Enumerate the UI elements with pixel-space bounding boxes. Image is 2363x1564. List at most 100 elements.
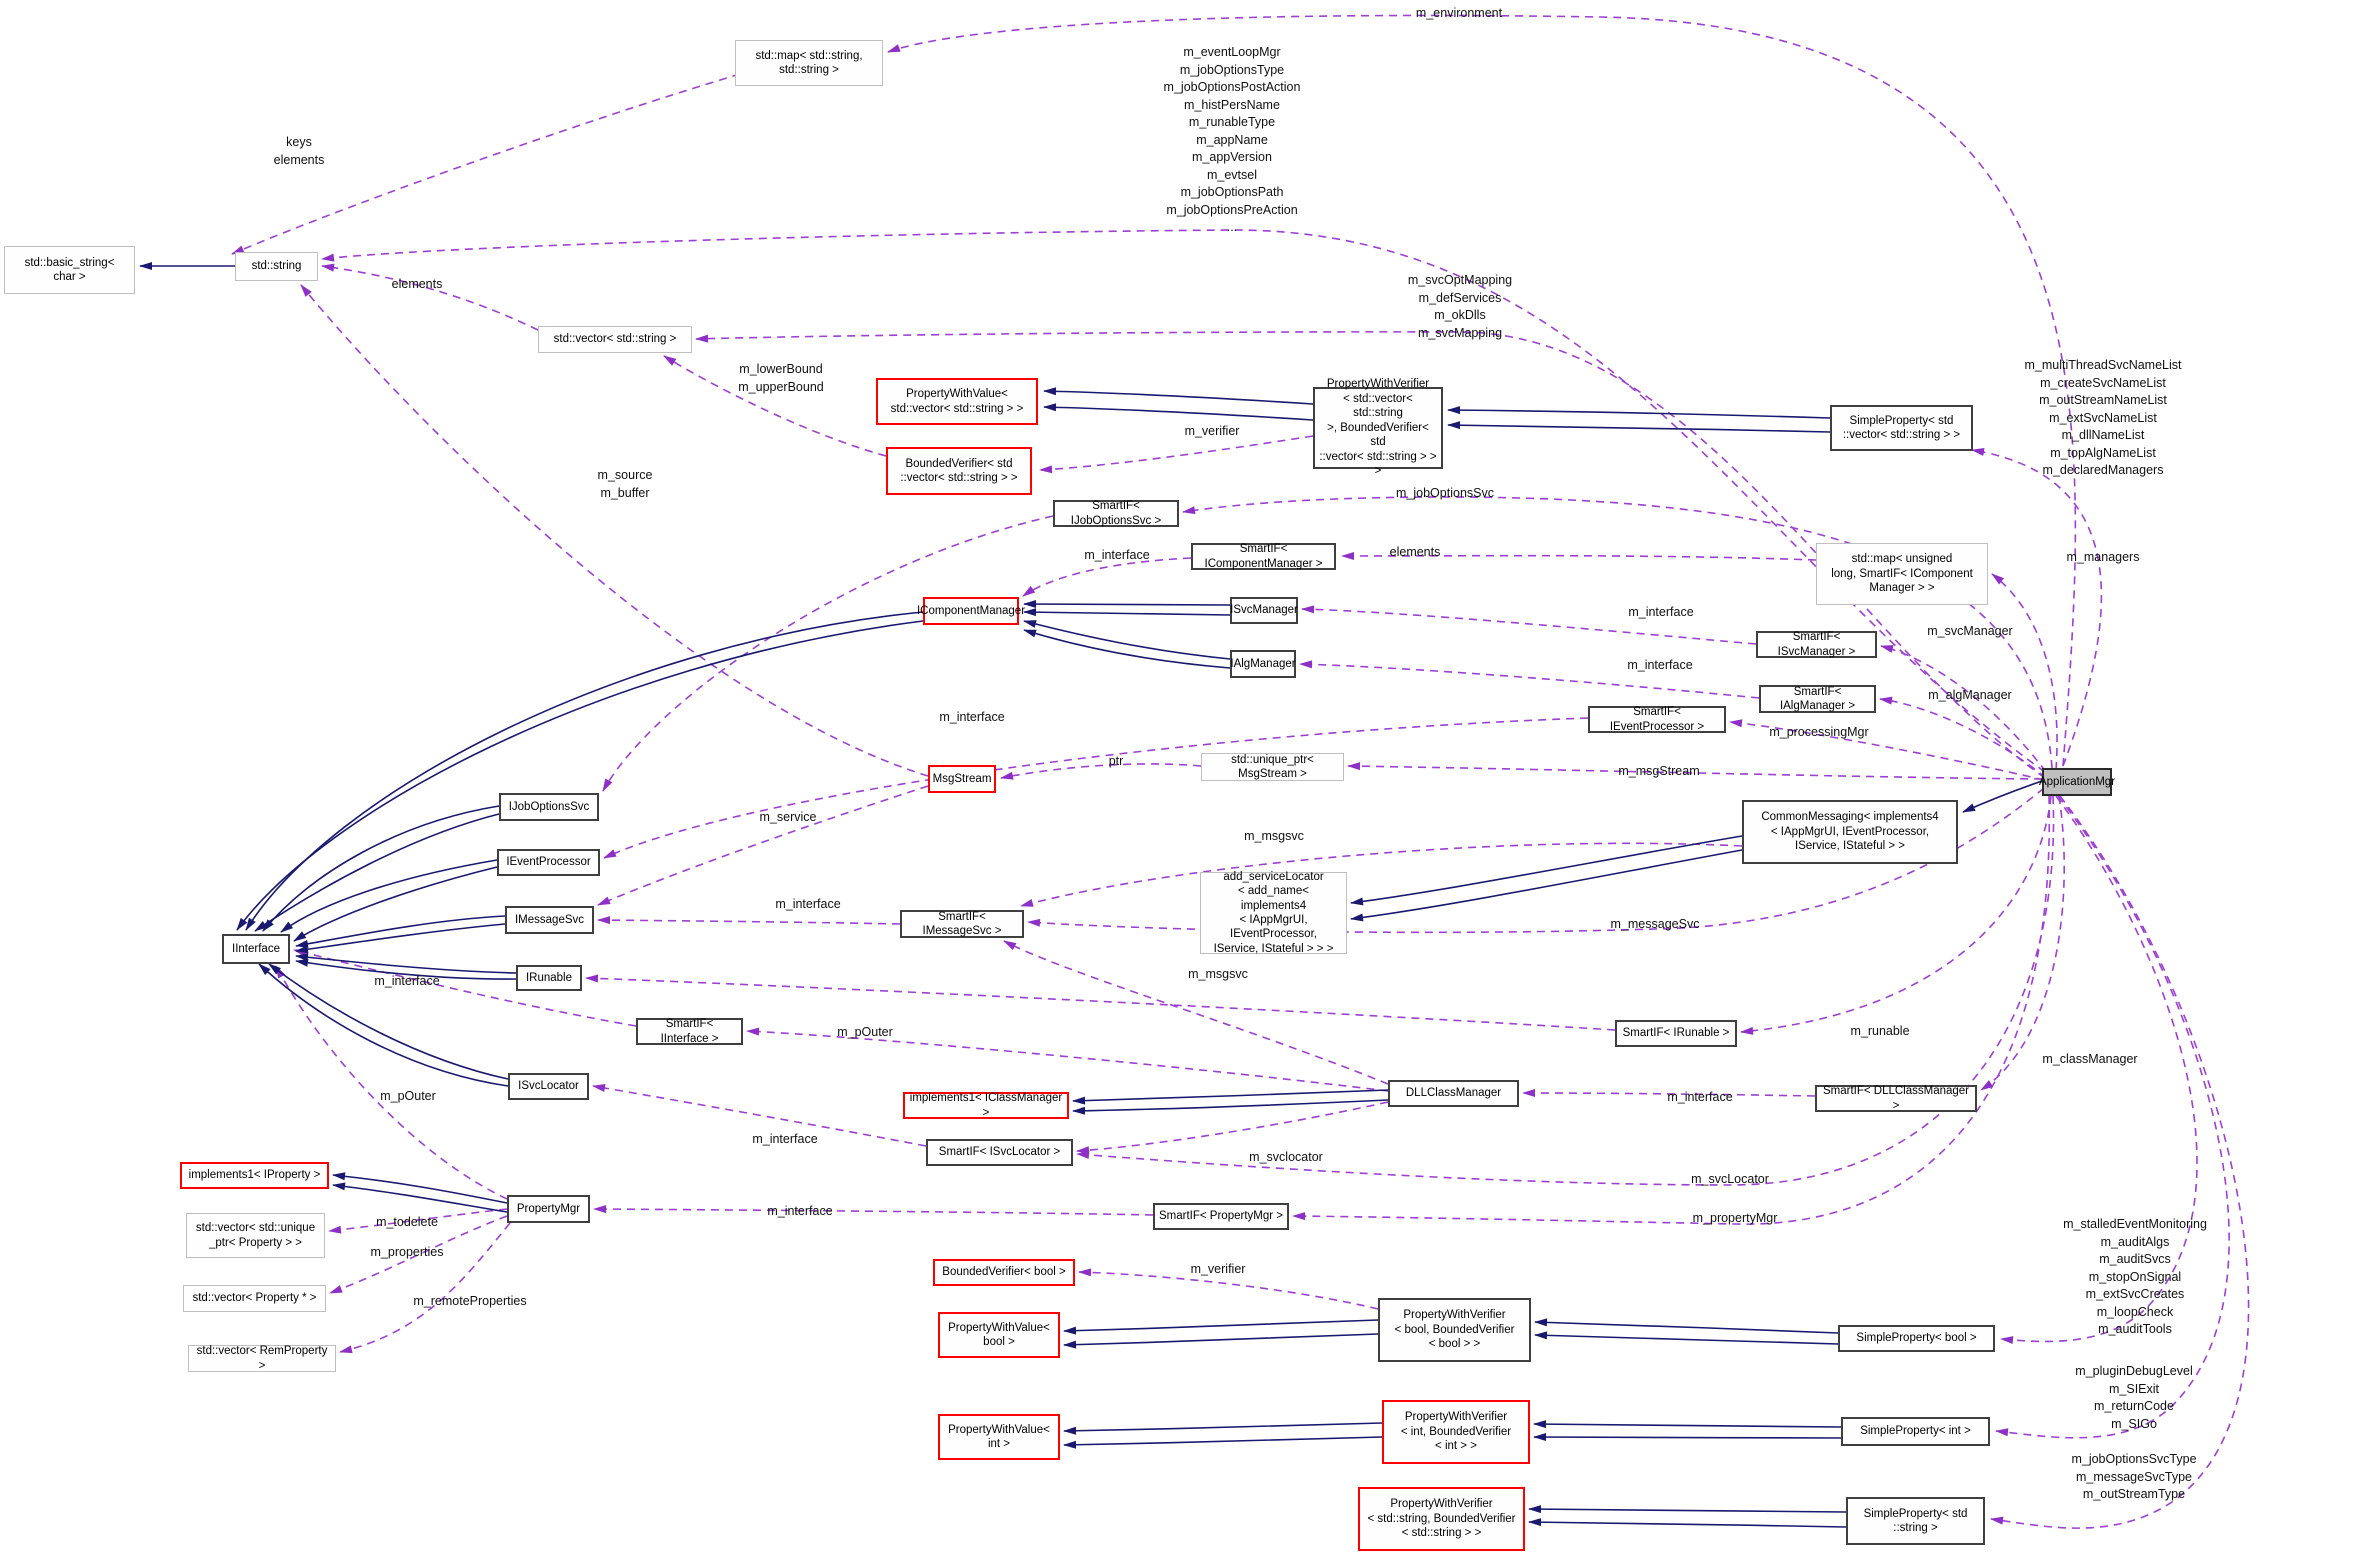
node-pwvf_bool[interactable]: PropertyWithVerifier < bool, BoundedVeri…	[1378, 1298, 1531, 1362]
node-imsg[interactable]: IMessageSvc	[505, 906, 594, 934]
node-si_svcm[interactable]: SmartIF< ISvcManager >	[1756, 631, 1877, 658]
edge-path-4	[321, 229, 2046, 773]
node-impl_icm[interactable]: implements1< IClassManager >	[903, 1092, 1069, 1119]
edge-label-verifier_vec: m_verifier	[1184, 424, 1240, 438]
edge-path-20	[1182, 496, 2053, 769]
node-isvcm[interactable]: ISvcManager	[1230, 597, 1298, 624]
edge-label-elements_vs: elements	[391, 277, 443, 291]
edge-path-83	[1063, 1436, 1383, 1449]
edge-label-string_members: m_jobOptionsSvcType m_messageSvcType m_o…	[2071, 1452, 2197, 1501]
edge-path-76	[1534, 1318, 1839, 1334]
node-bv_bool[interactable]: BoundedVerifier< bool >	[933, 1259, 1075, 1286]
node-si_if[interactable]: SmartIF< IInterface >	[636, 1018, 743, 1045]
edge-label-environment: m_environment	[1415, 6, 1503, 20]
node-impl_prop[interactable]: implements1< IProperty >	[180, 1162, 329, 1189]
node-addsvc[interactable]: add_serviceLocator < add_name< implement…	[1200, 871, 1347, 955]
node-dllcm[interactable]: DLLClassManager	[1388, 1080, 1519, 1107]
node-pwv_bool[interactable]: PropertyWithValue< bool >	[938, 1312, 1060, 1358]
node-appmgr[interactable]: ApplicationMgr	[2039, 768, 2115, 796]
node-pwv_int[interactable]: PropertyWithValue< int >	[938, 1414, 1060, 1460]
node-pwvf_vec[interactable]: PropertyWithVerifier < std::vector< std:…	[1313, 378, 1443, 477]
edge-label-interface_cm: m_interface	[1084, 548, 1150, 562]
node-uptr_ms[interactable]: std::unique_ptr< MsgStream >	[1201, 753, 1344, 781]
node-map_ul[interactable]: std::map< unsigned long, SmartIF< ICompo…	[1816, 543, 1988, 605]
node-si_jos[interactable]: SmartIF< IJobOptionsSvc >	[1053, 500, 1179, 527]
edge-path-14	[1880, 645, 2047, 773]
node-iif[interactable]: IInterface	[222, 934, 290, 964]
node-pwvf_str[interactable]: PropertyWithVerifier < std::string, Boun…	[1358, 1487, 1525, 1551]
edge-path-64	[295, 923, 506, 954]
edge-path-67	[268, 963, 509, 1080]
node-si_dllcm[interactable]: SmartIF< DLLClassManager >	[1815, 1085, 1977, 1112]
edge-path-26	[597, 785, 929, 906]
node-si_svcloc[interactable]: SmartIF< ISvcLocator >	[926, 1139, 1073, 1166]
edge-path-40	[593, 1205, 1154, 1216]
node-irun[interactable]: IRunable	[516, 965, 582, 991]
node-pwvf_int[interactable]: PropertyWithVerifier < int, BoundedVerif…	[1382, 1400, 1530, 1464]
edge-path-42	[329, 1215, 508, 1294]
edge-path-56	[1023, 629, 1231, 669]
node-msgstream[interactable]: MsgStream	[928, 765, 996, 793]
edge-path-35	[293, 949, 637, 1027]
edge-path-10	[1971, 447, 2103, 767]
node-ijos[interactable]: IJobOptionsSvc	[499, 793, 599, 821]
node-vec_pstar[interactable]: std::vector< Property * >	[183, 1285, 326, 1312]
edge-path-7	[663, 355, 887, 457]
node-isvcloc[interactable]: ISvcLocator	[508, 1073, 589, 1100]
node-vec_uptr[interactable]: std::vector< std::unique _ptr< Property …	[186, 1213, 325, 1258]
edge-label-msgsvc_cm: m_msgsvc	[1244, 829, 1304, 843]
edge-label-interface_ep: m_interface	[939, 710, 1005, 724]
edge-path-84	[1528, 1505, 1847, 1514]
edge-path-11	[1991, 573, 2058, 771]
edge-label-msgsvc_dll: m_msgsvc	[1188, 967, 1248, 981]
edge-label-message_svc: m_messageSvc	[1610, 917, 1700, 931]
edge-path-27	[597, 916, 901, 925]
node-pwv_vec[interactable]: PropertyWithValue< std::vector< std::str…	[876, 378, 1038, 425]
node-sp_bool[interactable]: SimpleProperty< bool >	[1838, 1325, 1995, 1352]
edge-path-63	[295, 915, 506, 948]
node-si_msg[interactable]: SmartIF< IMessageSvc >	[900, 910, 1024, 938]
node-iep[interactable]: IEventProcessor	[497, 849, 600, 876]
edge-label-interface_algm: m_interface	[1627, 658, 1693, 672]
edge-path-59	[262, 805, 500, 932]
edge-path-81	[1533, 1433, 1842, 1442]
edge-path-53	[1023, 600, 1231, 609]
node-sp_int[interactable]: SimpleProperty< int >	[1841, 1417, 1990, 1446]
edge-path-3	[887, 14, 2077, 767]
node-common[interactable]: CommonMessaging< implements4 < IAppMgrUI…	[1742, 800, 1958, 864]
edge-label-svc_manager: m_svcManager	[1927, 624, 2013, 638]
edge-path-39	[1292, 795, 2051, 1225]
edge-path-47	[1990, 795, 2250, 1529]
node-basic_string[interactable]: std::basic_string< char >	[4, 246, 135, 294]
node-vector_s[interactable]: std::vector< std::string >	[538, 326, 692, 353]
node-map_ss[interactable]: std::map< std::string, std::string >	[735, 40, 883, 86]
node-icm[interactable]: IComponentManager	[917, 597, 1025, 625]
edge-label-verifier_bool: m_verifier	[1190, 1262, 1246, 1276]
node-si_cm[interactable]: SmartIF< IComponentManager >	[1191, 543, 1336, 570]
edge-path-41	[328, 1208, 508, 1234]
edge-label-msg_stream: m_msgStream	[1618, 764, 1700, 778]
node-si_pmgr[interactable]: SmartIF< PropertyMgr >	[1153, 1203, 1289, 1230]
edge-path-85	[1528, 1518, 1847, 1528]
node-sp_vec[interactable]: SimpleProperty< std ::vector< std::strin…	[1830, 405, 1973, 451]
edge-path-65	[295, 953, 517, 974]
node-si_ep[interactable]: SmartIF< IEventProcessor >	[1588, 706, 1726, 733]
node-sp_str[interactable]: SimpleProperty< std ::string >	[1846, 1497, 1985, 1545]
node-ialgm[interactable]: IAlgManager	[1230, 650, 1296, 678]
node-bv_vec[interactable]: BoundedVerifier< std ::vector< std::stri…	[886, 447, 1032, 495]
edge-path-69	[332, 1172, 508, 1204]
node-pmgr[interactable]: PropertyMgr	[507, 1195, 590, 1223]
edge-path-57	[245, 611, 924, 931]
edge-path-25	[1027, 787, 2045, 934]
edge-label-pouter_pmgr: m_pOuter	[380, 1089, 436, 1103]
edge-path-38	[592, 1084, 927, 1147]
edge-path-18	[1729, 719, 2045, 781]
edge-path-34	[746, 1027, 1389, 1092]
node-si_run[interactable]: SmartIF< IRunable >	[1615, 1020, 1737, 1047]
edge-path-31	[1980, 795, 2066, 1091]
edge-label-runable: m_runable	[1850, 1024, 1910, 1038]
node-vec_rem[interactable]: std::vector< RemProperty >	[188, 1345, 336, 1372]
node-std_string[interactable]: std::string	[235, 252, 318, 281]
node-si_algm[interactable]: SmartIF< IAlgManager >	[1759, 685, 1876, 713]
edge-label-property_mgr: m_propertyMgr	[1692, 1211, 1778, 1225]
